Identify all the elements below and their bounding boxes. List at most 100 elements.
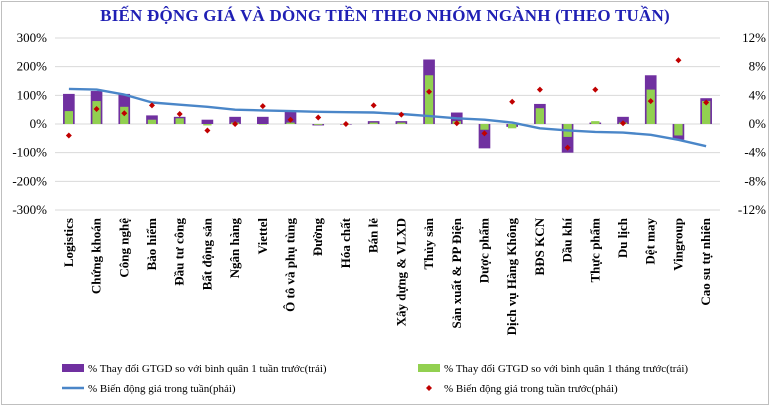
left-tick-label: -300% xyxy=(12,202,47,217)
category-label: Thực phẩm xyxy=(587,218,602,283)
left-tick-label: -200% xyxy=(12,173,47,188)
bar-monthly-change xyxy=(203,124,212,126)
prev-week-price-marker xyxy=(509,98,516,105)
bar-monthly-change xyxy=(535,108,545,124)
category-label: Bất động sản xyxy=(199,217,214,290)
prev-week-markers xyxy=(65,57,710,151)
category-label: Ngân hàng xyxy=(227,218,242,279)
legend: % Thay đổi GTGD so với bình quân 1 tuần … xyxy=(62,363,688,395)
category-label: Công nghệ xyxy=(116,218,131,278)
bar-monthly-change xyxy=(701,101,711,124)
category-label: Bảo hiểm xyxy=(144,218,159,271)
price-change-line xyxy=(68,87,707,148)
prev-week-price-marker xyxy=(65,132,72,139)
left-tick-label: 200% xyxy=(17,59,48,74)
right-tick-label: 0% xyxy=(749,116,767,131)
category-label: Thủy sản xyxy=(421,217,436,269)
legend-swatch xyxy=(426,385,432,391)
legend-swatch xyxy=(418,364,440,372)
prev-week-price-marker xyxy=(481,130,488,137)
chart-title: BIẾN ĐỘNG GIÁ VÀ DÒNG TIỀN THEO NHÓM NGÀ… xyxy=(100,6,670,25)
category-label: Du lịch xyxy=(615,217,630,258)
category-label: Đầu tư công xyxy=(172,218,187,286)
prev-week-price-marker xyxy=(93,105,100,112)
category-label: Cao su tự nhiên xyxy=(698,217,713,305)
price-line xyxy=(68,87,707,148)
right-tick-label: 4% xyxy=(749,87,767,102)
right-axis-ticks: 12% 8% 4% 0% -4% -8% -12% xyxy=(738,30,766,217)
category-label: Logistics xyxy=(61,218,76,267)
bar-monthly-change xyxy=(175,118,184,124)
prev-week-price-marker xyxy=(426,88,433,95)
bar-monthly-change xyxy=(147,119,157,124)
bar-weekly-change xyxy=(256,116,269,124)
left-tick-label: 0% xyxy=(30,116,48,131)
prev-week-price-marker xyxy=(121,110,128,117)
prev-week-price-marker xyxy=(620,120,627,127)
prev-week-price-marker xyxy=(398,111,405,118)
bar-monthly-change xyxy=(646,89,655,124)
prev-week-price-marker xyxy=(259,103,266,110)
legend-swatch xyxy=(62,364,84,372)
bar-weekly-change xyxy=(63,93,75,124)
bar-monthly-change xyxy=(508,124,517,129)
gridlines xyxy=(55,37,720,211)
bar-monthly-change xyxy=(64,111,74,124)
bar-monthly-change xyxy=(424,75,434,124)
category-label: Ô tô và phụ tùng xyxy=(283,218,298,312)
bar-weekly-change xyxy=(229,116,241,124)
legend-label: % Biến động giá trong tuần(phải) xyxy=(88,383,236,395)
category-labels: Logistics Chứng khoán Công nghệ Bảo hiểm Đầu… xyxy=(61,217,713,335)
category-label: Dược phẩm xyxy=(476,218,491,283)
prev-week-price-marker xyxy=(370,102,377,109)
bar-monthly-change xyxy=(480,124,489,130)
category-label: Viettel xyxy=(255,218,270,255)
prev-week-price-marker xyxy=(703,99,710,106)
right-tick-label: -12% xyxy=(738,202,766,217)
left-tick-label: 300% xyxy=(17,30,48,45)
category-label: Xây dựng & VLXD xyxy=(393,218,408,326)
prev-week-price-marker xyxy=(536,86,543,93)
left-axis-ticks: 300% 200% 100% 0% -100% -200% -300% xyxy=(12,30,47,217)
bar-weekly-change xyxy=(561,124,574,153)
category-label: Sản xuất & PP Điện xyxy=(449,217,464,328)
category-label: Vingroup xyxy=(670,218,685,271)
legend-label: % Thay đổi GTGD so với bình quân 1 tháng… xyxy=(444,363,688,375)
prev-week-price-marker xyxy=(342,121,349,127)
prev-week-price-marker xyxy=(232,121,239,127)
prev-week-price-marker xyxy=(204,127,211,134)
prev-week-price-marker xyxy=(564,144,571,151)
bar-monthly-change xyxy=(591,121,600,124)
bar-monthly-change xyxy=(286,122,295,124)
prev-week-price-marker xyxy=(315,114,322,121)
prev-week-price-marker xyxy=(176,110,183,117)
category-label: Hóa chất xyxy=(338,217,353,268)
right-tick-label: -8% xyxy=(744,173,766,188)
right-tick-label: 8% xyxy=(749,59,767,74)
category-label: Đường xyxy=(310,218,325,257)
legend-label: % Thay đổi GTGD so với bình quân 1 tuần … xyxy=(88,363,327,375)
right-tick-label: -4% xyxy=(744,145,766,160)
prev-week-price-marker xyxy=(148,102,155,109)
category-label: Bán lẻ xyxy=(366,218,381,253)
category-label: Chứng khoán xyxy=(89,217,104,294)
bar-monthly-change xyxy=(258,124,267,125)
bar-monthly-change xyxy=(92,101,101,124)
category-label: Dầu khí xyxy=(560,218,575,263)
legend-label: % Biến động giá trong tuần trước(phải) xyxy=(444,383,618,395)
category-label: Dịch vụ Hàng Không xyxy=(504,218,519,336)
prev-week-price-marker xyxy=(287,116,294,123)
prev-week-price-marker xyxy=(675,57,682,64)
bars xyxy=(63,59,712,153)
prev-week-price-marker xyxy=(647,98,654,105)
left-tick-label: 100% xyxy=(17,87,48,102)
bar-monthly-change xyxy=(674,124,683,136)
left-tick-label: -100% xyxy=(12,145,47,160)
right-tick-label: 12% xyxy=(742,30,766,45)
bar-weekly-change xyxy=(201,119,214,124)
bar-monthly-change xyxy=(314,124,323,125)
prev-week-price-marker xyxy=(453,120,460,127)
category-label: Dệt may xyxy=(643,218,658,265)
